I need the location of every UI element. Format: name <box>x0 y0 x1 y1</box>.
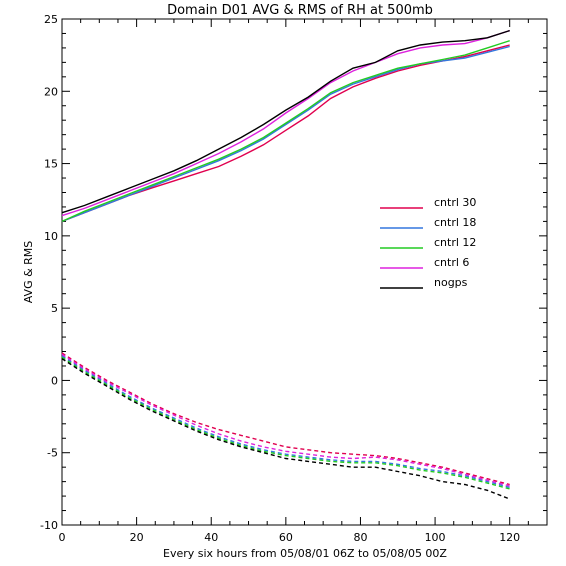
y-tick-label: 10 <box>44 230 58 243</box>
y-tick-label: 20 <box>44 85 58 98</box>
y-tick-label: 5 <box>51 302 58 315</box>
y-tick-label: -5 <box>47 447 58 460</box>
series-rms-line-cntrl-30 <box>61 352 510 486</box>
plot-frame <box>61 18 548 526</box>
y-tick-label: 15 <box>44 158 58 171</box>
series-rms-line-cntrl-12 <box>61 356 510 490</box>
x-axis-label: Every six hours from 05/08/01 06Z to 05/… <box>163 547 447 560</box>
x-tick-label: 60 <box>279 531 293 544</box>
series-rms-line-cntrl-18 <box>61 355 510 489</box>
y-tick-label: 25 <box>44 13 58 26</box>
series-avg-line-nogps <box>61 29 510 214</box>
legend-label-cntrl-6: cntrl 6 <box>434 256 469 269</box>
y-tick-label: -10 <box>40 519 58 532</box>
legend-label-cntrl-30: cntrl 30 <box>434 196 476 209</box>
series-avg-line-cntrl-12 <box>61 40 510 223</box>
chart-title: Domain D01 AVG & RMS of RH at 500mb <box>167 3 433 18</box>
series-rms-line-cntrl-6 <box>61 353 510 487</box>
y-tick-label: 0 <box>51 374 58 387</box>
legend-label-cntrl-18: cntrl 18 <box>434 216 476 229</box>
series-avg-line-cntrl-18 <box>61 45 510 223</box>
x-tick-label: 100 <box>425 531 446 544</box>
x-tick-label: 20 <box>130 531 144 544</box>
legend-label-nogps: nogps <box>434 276 468 289</box>
series-rms-line-nogps <box>61 358 510 500</box>
x-tick-label: 80 <box>353 531 367 544</box>
axis-ticks: 0 20 40 60 80 100 120 -10 -5 0 5 10 15 20 25 <box>40 13 548 544</box>
x-tick-label: 0 <box>59 531 66 544</box>
x-tick-label: 120 <box>499 531 520 544</box>
series-avg-line-cntrl-6 <box>61 29 510 217</box>
x-tick-label: 40 <box>204 531 218 544</box>
series-lines <box>61 29 510 500</box>
y-axis-label: AVG & RMS <box>22 241 35 304</box>
legend-label-cntrl-12: cntrl 12 <box>434 236 476 249</box>
legend: cntrl 30 cntrl 18 cntrl 12 cntrl 6 nogps <box>380 196 476 289</box>
